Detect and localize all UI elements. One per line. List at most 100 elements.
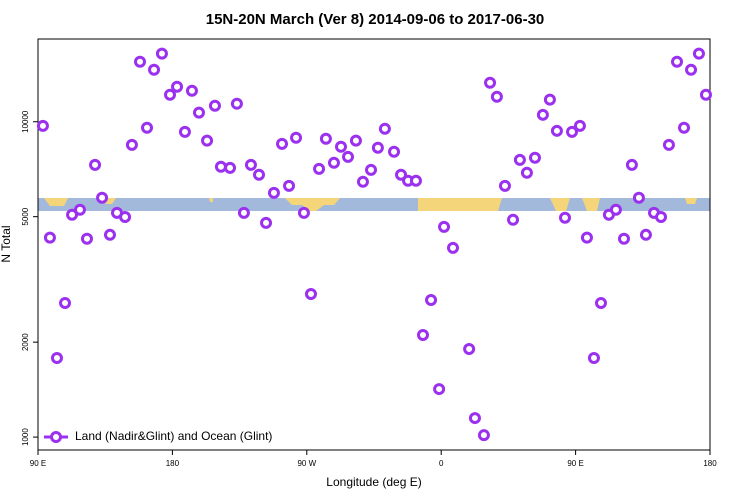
point (463, 342, 476, 355)
point (125, 138, 138, 151)
point (438, 220, 451, 233)
point (319, 132, 332, 145)
point (365, 163, 378, 176)
point (50, 351, 63, 364)
point (297, 206, 310, 219)
point (253, 168, 266, 181)
x-tick-label: 0 (439, 459, 444, 468)
point (214, 160, 227, 173)
x-tick-label: 180 (703, 459, 717, 468)
point (334, 140, 347, 153)
point (304, 287, 317, 300)
point (66, 208, 79, 221)
point (498, 179, 511, 192)
point (433, 383, 446, 396)
point (80, 232, 93, 245)
point (148, 63, 161, 76)
point (416, 328, 429, 341)
point (342, 150, 355, 163)
point (73, 203, 86, 216)
point (580, 231, 593, 244)
point (171, 80, 184, 93)
point (425, 293, 438, 306)
point (371, 141, 384, 154)
point (224, 161, 237, 174)
y-tick-label: 10000 (21, 110, 30, 133)
point (43, 231, 56, 244)
point (103, 228, 116, 241)
point (349, 134, 362, 147)
point (507, 213, 520, 226)
point (484, 76, 497, 89)
point (178, 125, 191, 138)
point (237, 206, 250, 219)
point (632, 191, 645, 204)
y-tick-label: 5000 (21, 207, 30, 225)
point (283, 179, 296, 192)
point (192, 106, 205, 119)
point (477, 429, 490, 442)
point (536, 108, 549, 121)
point (395, 168, 408, 181)
point (609, 203, 622, 216)
point (655, 210, 668, 223)
point (276, 137, 289, 150)
point (520, 166, 533, 179)
x-tick-label: 90 E (30, 459, 46, 468)
point (558, 211, 571, 224)
point (617, 232, 630, 245)
point (543, 93, 556, 106)
point (468, 412, 481, 425)
point (625, 158, 638, 171)
legend-marker (50, 431, 62, 443)
point (670, 55, 683, 68)
point (639, 228, 652, 241)
point (528, 151, 541, 164)
point (587, 351, 600, 364)
x-tick-label: 90 E (567, 459, 583, 468)
point (692, 47, 705, 60)
point (594, 297, 607, 310)
y-axis-label: N Total (0, 225, 13, 262)
plot-frame (37, 38, 711, 451)
y-tick-label: 1000 (21, 428, 30, 446)
point (201, 134, 214, 147)
y-tick-label: 2000 (21, 333, 30, 351)
point (378, 122, 391, 135)
point (356, 175, 369, 188)
point (313, 162, 326, 175)
point (36, 119, 49, 132)
point (141, 121, 154, 134)
point (133, 55, 146, 68)
x-tick-label: 180 (166, 459, 180, 468)
point (662, 138, 675, 151)
point (230, 97, 243, 110)
chart-title: 15N-20N March (Ver 8) 2014-09-06 to 2017… (206, 11, 545, 28)
point (244, 158, 257, 171)
point (185, 84, 198, 97)
point (96, 191, 109, 204)
map-strip (38, 198, 710, 211)
point (59, 297, 72, 310)
point (685, 63, 698, 76)
legend: Land (Nadir&Glint) and Ocean (Glint) (44, 429, 272, 443)
point (573, 119, 586, 132)
point (327, 156, 340, 169)
point (490, 90, 503, 103)
point (699, 88, 712, 101)
legend-label: Land (Nadir&Glint) and Ocean (Glint) (75, 429, 272, 443)
point (566, 125, 579, 138)
x-tick-label: 90 W (297, 459, 316, 468)
point (513, 153, 526, 166)
point (409, 174, 422, 187)
point (89, 158, 102, 171)
point (290, 131, 303, 144)
point (155, 47, 168, 60)
x-axis-label: Longitude (deg E) (326, 475, 421, 489)
point (446, 241, 459, 254)
point (208, 99, 221, 112)
point (388, 145, 401, 158)
point (550, 124, 563, 137)
point (164, 88, 177, 101)
